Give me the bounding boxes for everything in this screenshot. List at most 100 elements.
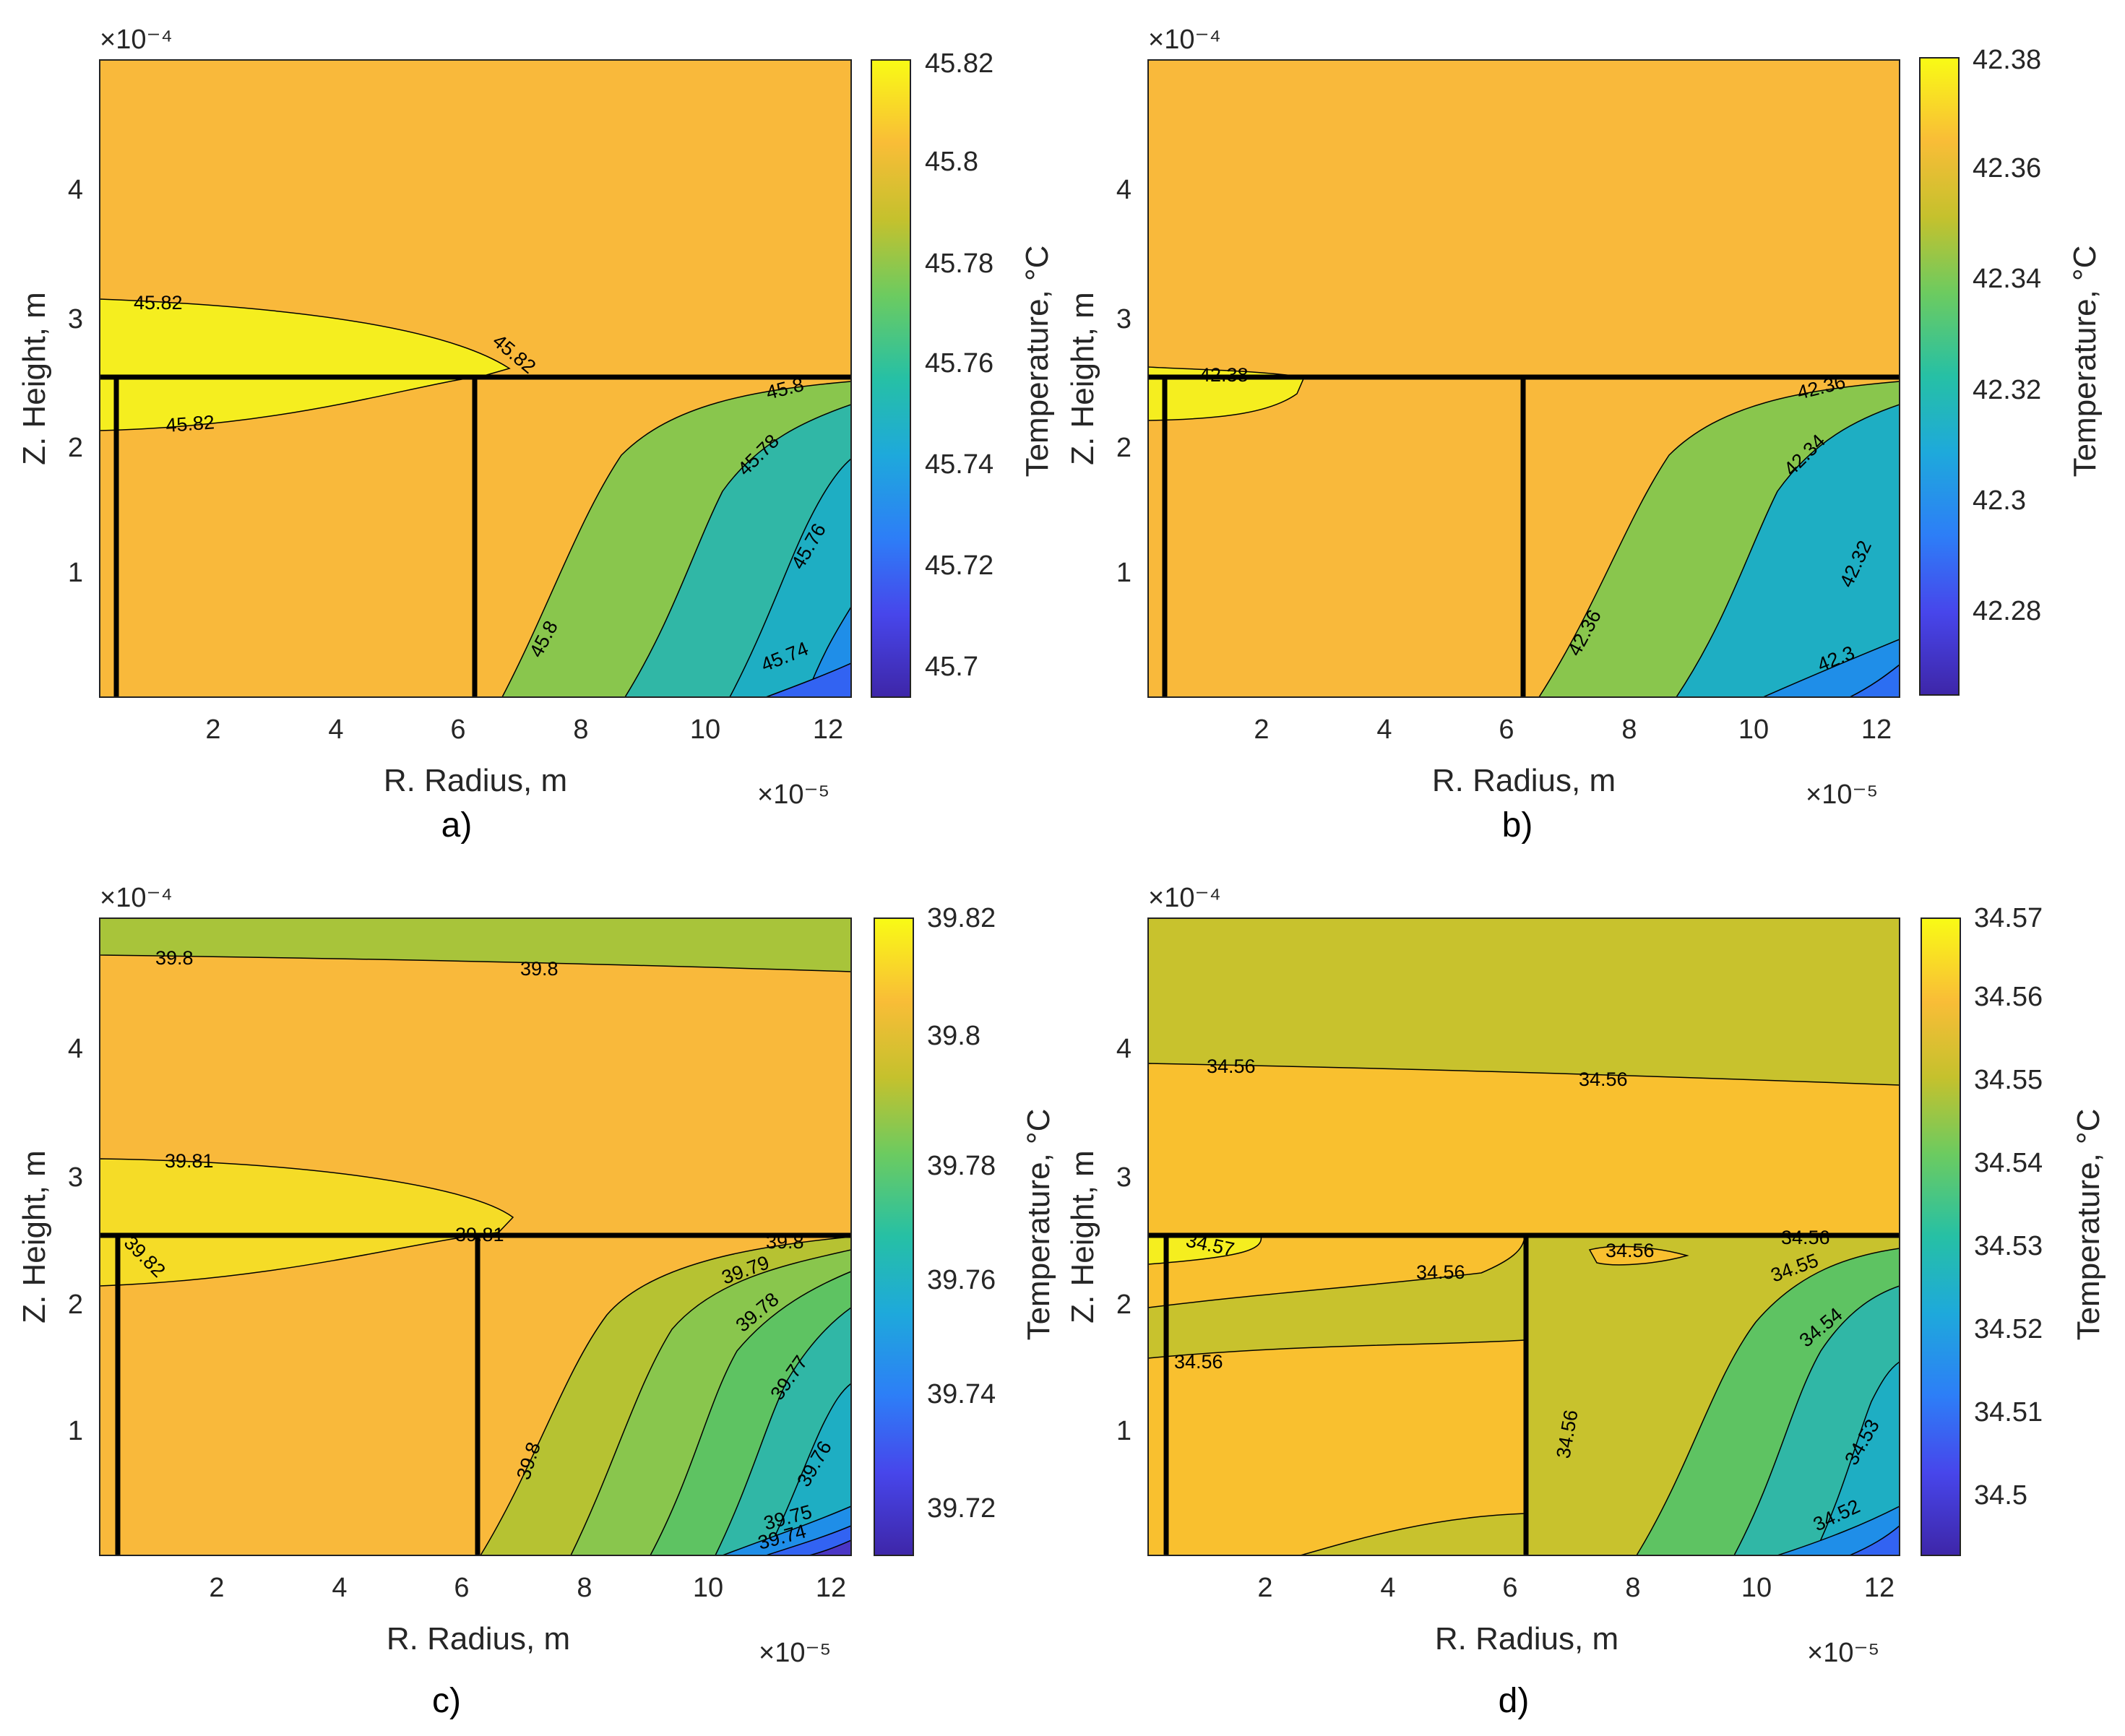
x-axis-label: R. Radius, m	[1435, 1621, 1618, 1657]
panel-letter: c)	[432, 1682, 461, 1720]
x-tick-label: 4	[1380, 1573, 1395, 1603]
structure-lines-a	[100, 374, 851, 697]
y-ticks-c: 1 2 3 4	[68, 1034, 83, 1446]
y-tick-label: 3	[68, 1162, 83, 1193]
colorbar-tick-label: 39.78	[927, 1151, 996, 1181]
x-tick-label: 8	[577, 1573, 592, 1603]
region-olive-top-c	[100, 918, 851, 972]
y-tick-label: 1	[68, 1416, 83, 1446]
region-orange-upper-d	[1148, 1063, 1900, 1236]
x-tick-label: 10	[1738, 714, 1769, 745]
x-tick-label: 10	[1741, 1573, 1772, 1603]
colorbar-gradient	[874, 917, 914, 1556]
y-exponent: ×10⁻⁴	[1148, 883, 1221, 913]
colorbar-tick-label: 42.34	[1973, 264, 2041, 294]
axes-box-a	[99, 59, 852, 698]
colorbar-label: Temperature, °C	[2071, 1109, 2106, 1341]
y-tick-label: 3	[1116, 304, 1132, 334]
x-tick-label: 12	[1864, 1573, 1895, 1603]
y-exponent: ×10⁻⁴	[100, 25, 173, 55]
x-tick-label: 10	[690, 714, 720, 745]
colorbar-tick-label: 34.56	[1974, 982, 2043, 1012]
y-tick-label: 4	[1116, 175, 1132, 205]
x-tick-label: 2	[1257, 1573, 1272, 1603]
colorbar-b: 42.28 42.3 42.32 42.34 42.36 42.38 Tempe…	[1919, 45, 2103, 696]
colorbar-gradient	[1921, 917, 1961, 1556]
panel-a: 45.82 45.82 45.82 45.8 45.8 45.78 45.76 …	[17, 25, 1055, 845]
colorbar-tick-label: 34.53	[1974, 1231, 2043, 1261]
x-ticks-a: 2 4 6 8 10 12	[205, 714, 843, 745]
x-ticks-d: 2 4 6 8 10 12	[1257, 1573, 1895, 1603]
x-exponent: ×10⁻⁵	[1807, 1638, 1879, 1668]
y-tick-label: 1	[1116, 1416, 1132, 1446]
y-tick-label: 2	[1116, 433, 1132, 463]
x-tick-label: 8	[1625, 1573, 1640, 1603]
panel-letter: d)	[1499, 1682, 1530, 1720]
colorbar-tick-label: 39.82	[927, 903, 996, 933]
contour-label: 34.56	[1781, 1227, 1830, 1248]
panel-d: 34.56 34.56 34.57 34.56 34.56 34.56 34.5…	[1065, 883, 2106, 1720]
region-cyan-a	[729, 458, 851, 697]
colorbar-d: 34.5 34.51 34.52 34.53 34.54 34.55 34.56…	[1921, 903, 2106, 1556]
contour-label: 39.8	[520, 958, 559, 980]
y-ticks-d: 1 2 3 4	[1116, 1034, 1132, 1446]
colorbar-tick-label: 45.72	[925, 550, 993, 581]
panel-letter: b)	[1502, 806, 1533, 845]
contour-label: 39.81	[455, 1224, 504, 1245]
colorbar-ticks: 34.5 34.51 34.52 34.53 34.54 34.55 34.56…	[1974, 903, 2043, 1511]
structure-lines-d	[1148, 1232, 1900, 1555]
colorbar-c: 39.72 39.74 39.76 39.78 39.8 39.82 Tempe…	[874, 903, 1056, 1556]
colorbar-label: Temperature, °C	[2067, 246, 2103, 478]
contour-label: 34.56	[1579, 1068, 1628, 1090]
colorbar-ticks: 42.28 42.3 42.32 42.34 42.36 42.38	[1973, 45, 2041, 626]
y-tick-label: 3	[68, 304, 83, 334]
y-tick-label: 1	[1116, 558, 1132, 588]
x-axis-label: R. Radius, m	[384, 763, 567, 798]
y-axis-label: Z. Height, m	[1065, 292, 1100, 465]
colorbar-tick-label: 34.5	[1974, 1480, 2027, 1511]
x-tick-label: 8	[1621, 714, 1637, 745]
colorbar-gradient	[1919, 57, 1960, 696]
x-ticks-b: 2 4 6 8 10 12	[1254, 714, 1892, 745]
y-tick-label: 3	[1116, 1162, 1132, 1193]
colorbar-tick-label: 42.28	[1973, 596, 2041, 626]
colorbar-tick-label: 34.54	[1974, 1148, 2043, 1178]
structure-lines-b	[1148, 374, 1900, 697]
colorbar-tick-label: 42.38	[1973, 45, 2041, 75]
colorbar-tick-label: 42.36	[1973, 153, 2041, 183]
colorbar-tick-label: 45.82	[925, 48, 993, 79]
y-tick-label: 4	[68, 1034, 83, 1064]
region-teal-b	[1676, 404, 1900, 697]
colorbar-ticks: 39.72 39.74 39.76 39.78 39.8 39.82	[927, 903, 996, 1524]
colorbar-tick-label: 42.32	[1973, 375, 2041, 405]
colorbar-tick-label: 39.76	[927, 1265, 996, 1295]
x-ticks-c: 2 4 6 8 10 12	[209, 1573, 846, 1603]
panel-letter: a)	[441, 806, 473, 845]
x-tick-label: 10	[693, 1573, 723, 1603]
colorbar-label: Temperature, °C	[1020, 246, 1055, 478]
x-tick-label: 6	[450, 714, 465, 745]
x-tick-label: 12	[813, 714, 843, 745]
x-axis-label: R. Radius, m	[387, 1621, 570, 1657]
y-axis-label: Z. Height, m	[17, 292, 52, 465]
contour-label: 39.8	[155, 947, 194, 969]
colorbar-tick-label: 45.7	[925, 652, 978, 682]
contour-label: 34.56	[1174, 1351, 1223, 1373]
x-axis-label: R. Radius, m	[1432, 763, 1616, 798]
x-tick-label: 2	[209, 1573, 224, 1603]
x-tick-label: 4	[332, 1573, 347, 1603]
colorbar-tick-label: 45.76	[925, 348, 993, 379]
y-tick-label: 4	[1116, 1034, 1132, 1064]
y-tick-label: 2	[68, 433, 83, 463]
x-tick-label: 12	[1861, 714, 1892, 745]
region-cyan-d	[1813, 1361, 1900, 1555]
region-yellow-a	[100, 298, 511, 431]
colorbar-tick-label: 45.74	[925, 449, 993, 480]
x-tick-label: 2	[205, 714, 220, 745]
colorbar-tick-label: 34.52	[1974, 1314, 2043, 1344]
contour-label: 34.56	[1605, 1240, 1655, 1261]
y-exponent: ×10⁻⁴	[1148, 25, 1221, 55]
region-orange-mid-d	[1148, 1235, 1525, 1308]
x-tick-label: 6	[1502, 1573, 1517, 1603]
region-blue2-b	[1762, 639, 1900, 697]
